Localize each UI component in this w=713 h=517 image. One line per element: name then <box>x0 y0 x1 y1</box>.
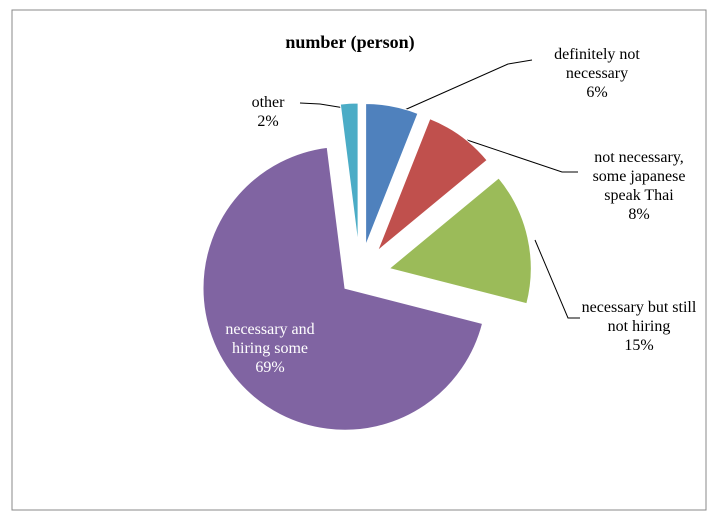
slice-label: not necessary, some japanese speak Thai 8… <box>578 148 700 224</box>
slice-label: necessary but still not hiring 15% <box>578 298 700 355</box>
chart-title: number (person) <box>285 32 415 52</box>
pie-slice <box>202 146 484 431</box>
pie-slice <box>339 102 359 246</box>
category-name: definitely not necessary <box>554 46 640 82</box>
value-label: 15% <box>624 337 654 354</box>
category-name: not necessary, some japanese speak Thai <box>592 149 686 204</box>
slice-label: other 2% <box>238 93 298 131</box>
value-label: 2% <box>257 113 279 130</box>
pie-slice <box>388 177 532 305</box>
slice-label: definitely not necessary 6% <box>532 45 662 102</box>
leader-line <box>466 139 578 173</box>
leader-line <box>399 59 533 113</box>
category-name: other <box>251 94 285 111</box>
slice-label: necessary and hiring some 69% <box>205 320 335 377</box>
value-label: 8% <box>628 206 650 223</box>
category-name: necessary but still not hiring <box>581 299 697 335</box>
category-name: necessary and hiring some <box>225 321 315 357</box>
value-label: 6% <box>586 84 608 101</box>
pie-slice <box>377 118 488 252</box>
pie-slice <box>365 103 419 246</box>
leader-line <box>534 239 580 319</box>
value-label: 69% <box>255 359 285 376</box>
